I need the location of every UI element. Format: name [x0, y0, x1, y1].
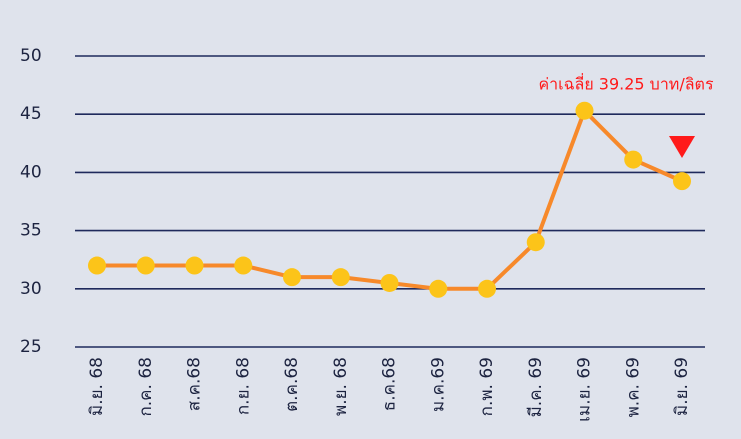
point	[185, 256, 204, 275]
x-tick-label: ก.พ. 69	[477, 357, 497, 416]
y-tick-label: 30	[20, 279, 42, 299]
x-tick-label: ธ.ค.68	[380, 357, 400, 411]
x-tick-label: พ.ค. 69	[623, 357, 643, 417]
x-tick-label: พ.ย. 68	[331, 357, 351, 416]
point	[88, 256, 106, 275]
point	[136, 256, 155, 275]
point	[283, 268, 301, 287]
y-tick-label: 35	[20, 221, 42, 241]
x-tick-label: ต.ค.68	[282, 357, 302, 412]
x-tick-label: ม.ค.69	[428, 357, 448, 412]
x-tick-label: ก.ย. 68	[233, 357, 253, 415]
y-tick-label: 45	[20, 104, 42, 124]
x-tick-label: ก.ค. 68	[136, 357, 156, 417]
x-tick-label: ส.ค.68	[185, 357, 205, 411]
x-tick-label: มิ.ย. 68	[87, 357, 107, 416]
point	[575, 101, 594, 120]
point	[526, 233, 545, 252]
point	[429, 279, 448, 298]
point	[624, 150, 643, 169]
point	[331, 268, 350, 287]
point	[478, 279, 496, 298]
y-tick-label: 50	[20, 46, 42, 66]
y-tick-label: 40	[20, 162, 42, 182]
point	[380, 273, 399, 292]
x-tick-label: เม.ย. 69	[575, 357, 595, 422]
annotation: ค่าเฉลี่ย 39.25 บาท/ลิตร	[538, 73, 713, 94]
down-marker	[669, 136, 695, 158]
line	[97, 108, 683, 291]
x-tick-label: มิ.ย. 69	[672, 357, 692, 416]
x-tick-label: มี.ค. 69	[526, 357, 546, 417]
y-tick-label: 25	[20, 337, 42, 357]
point	[673, 172, 691, 191]
point	[234, 256, 253, 275]
